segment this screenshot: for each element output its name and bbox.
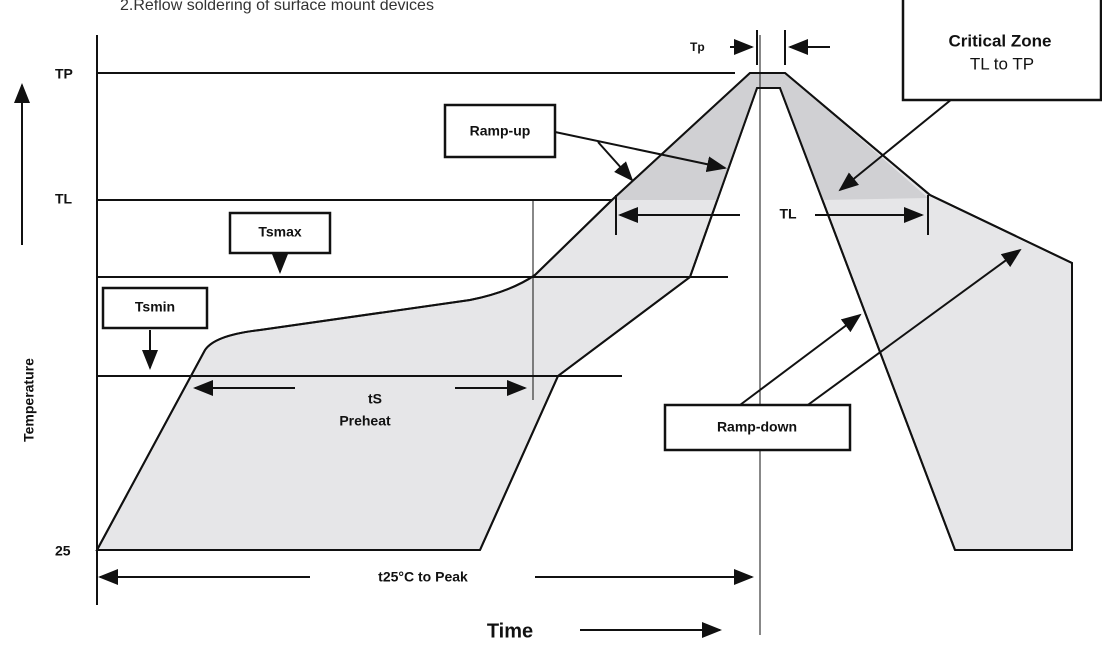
tsmax: Tsmax — [258, 224, 302, 240]
y-label: Temperature — [21, 358, 37, 442]
ramp-down-box — [663, 403, 852, 452]
x-label: Time — [487, 620, 533, 642]
critical-box — [901, 0, 1102, 102]
critical-left — [612, 73, 785, 200]
tsmax-box — [228, 211, 332, 255]
ramp-up: Ramp-up — [470, 123, 531, 139]
tsmin: Tsmin — [135, 299, 175, 315]
profile-outline — [96, 72, 1073, 551]
tl-time: TL — [779, 206, 797, 222]
tl-label: TL — [55, 191, 73, 207]
ramp-down: Ramp-down — [717, 419, 797, 435]
profile-area — [95, 72, 1073, 551]
title: 2.Reflow soldering of surface mount devi… — [120, 0, 434, 14]
critical-zone: Critical Zone — [949, 31, 1052, 50]
critical-right — [780, 73, 928, 200]
base-label: 25 — [55, 543, 71, 559]
preheat: Preheat — [339, 413, 391, 429]
t25-to-peak: t25°C to Peak — [378, 569, 468, 585]
tp-width: Tp — [690, 40, 705, 54]
ts: tS — [368, 391, 382, 407]
tsmin-box — [101, 286, 209, 330]
ramp-up-box — [443, 103, 557, 159]
tp-label: TP — [55, 66, 73, 82]
critical-range: TL to TP — [970, 54, 1034, 73]
